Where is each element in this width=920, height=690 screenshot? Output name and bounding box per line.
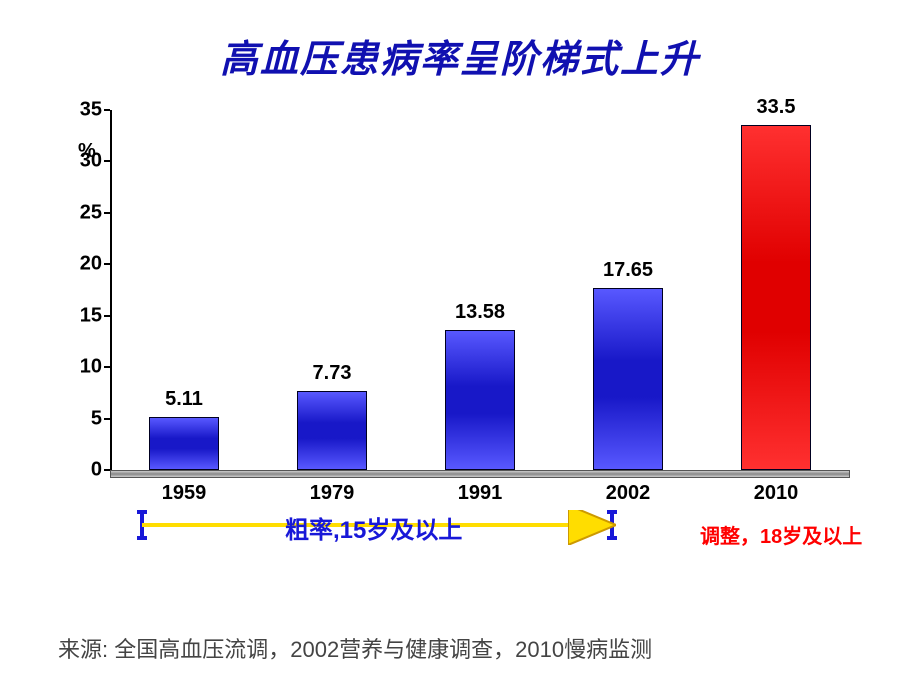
x-axis-labels: 1959 1979 1991 2002 2010 [110, 482, 850, 512]
bar-value-label: 5.11 [165, 388, 203, 411]
x-axis-baseline [110, 470, 850, 478]
bar [593, 288, 663, 470]
bar-value-label: 33.5 [757, 96, 796, 119]
bar-value-label: 7.73 [313, 362, 352, 385]
x-category-label: 2010 [754, 482, 799, 505]
y-tick-label: 5 [91, 407, 102, 430]
y-axis: 05101520253035 [60, 110, 110, 470]
y-tick-label: 10 [80, 356, 102, 379]
bar [445, 330, 515, 470]
y-axis-unit: % [78, 140, 96, 163]
y-tick-label: 20 [80, 253, 102, 276]
source-prefix: 来源: [58, 637, 114, 662]
y-tick-label: 35 [80, 99, 102, 122]
y-tick-label: 0 [91, 459, 102, 482]
y-tick-label: 25 [80, 201, 102, 224]
plot-area: 5.117.7313.5817.6533.5 [110, 110, 850, 470]
slide-title: 高血压患病率呈阶梯式上升 [0, 0, 920, 83]
x-category-label: 2002 [606, 482, 651, 505]
crude-rate-annotation: 粗率,15岁及以上 [110, 510, 620, 550]
crude-rate-label: 粗率,15岁及以上 [285, 510, 462, 545]
adjusted-rate-label: 调整，18岁及以上 [700, 520, 862, 549]
bar [149, 417, 219, 470]
bar [741, 125, 811, 470]
y-tick-label: 15 [80, 304, 102, 327]
x-category-label: 1959 [162, 482, 207, 505]
bar [297, 391, 367, 471]
source-citation: 来源: 全国高血压流调，2002营养与健康调查，2010慢病监测 [58, 632, 652, 664]
bar-value-label: 17.65 [603, 259, 653, 282]
bar-value-label: 13.58 [455, 301, 505, 324]
bar-chart: 05101520253035 % 5.117.7313.5817.6533.5 … [60, 100, 860, 520]
source-text: 全国高血压流调，2002营养与健康调查，2010慢病监测 [114, 637, 652, 662]
x-category-label: 1979 [310, 482, 355, 505]
x-category-label: 1991 [458, 482, 503, 505]
